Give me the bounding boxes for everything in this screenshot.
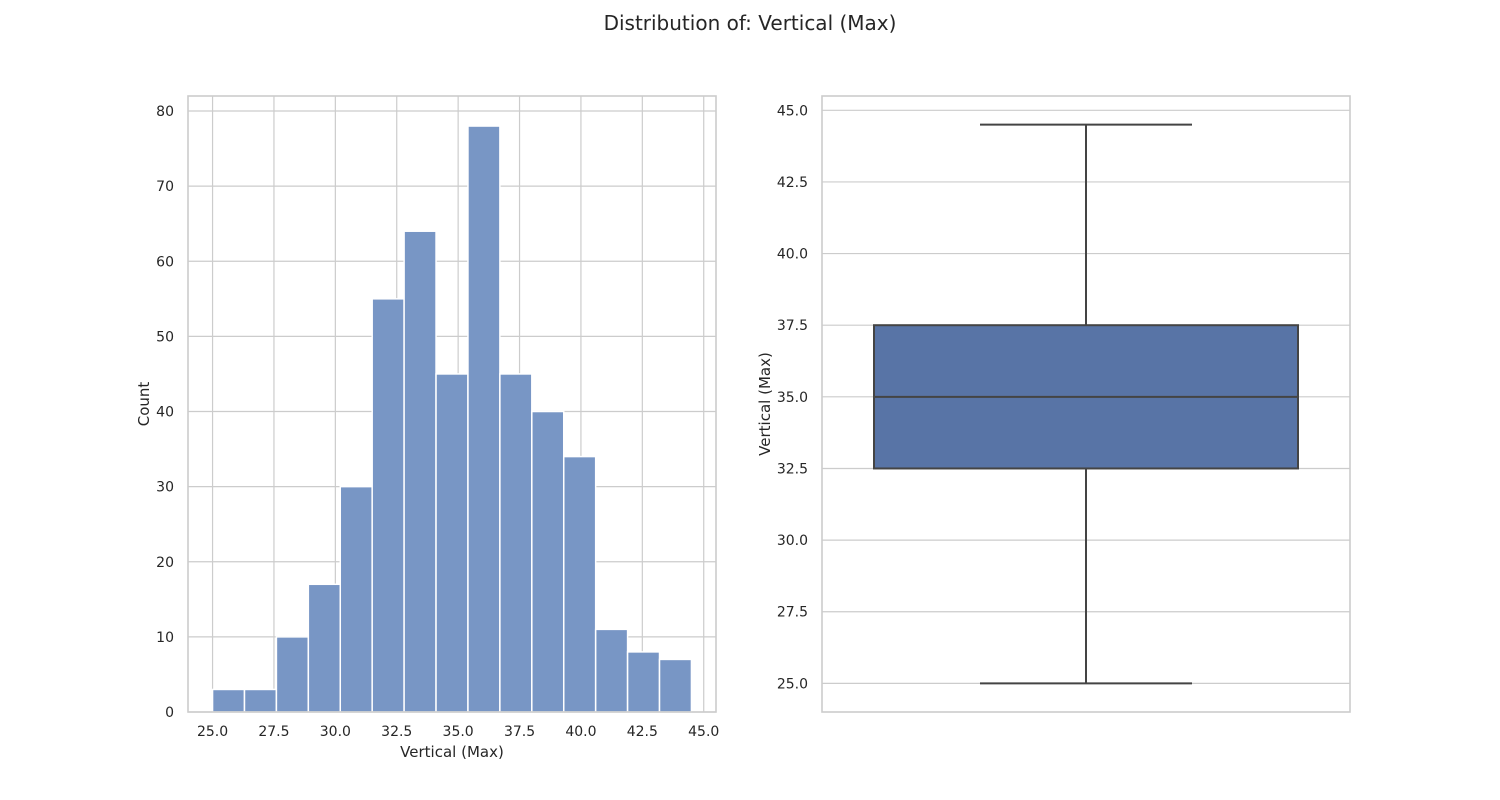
histogram-x-tick-label: 35.0: [443, 724, 474, 740]
boxplot-y-tick-label: 25.0: [777, 676, 808, 692]
histogram-y-axis-label: Count: [135, 382, 153, 427]
histogram-bar: [531, 410, 565, 713]
histogram-x-tick-label: 30.0: [320, 724, 351, 740]
histogram-y-tick-label: 80: [156, 104, 174, 120]
histogram-bar: [403, 230, 437, 713]
histogram-bar: [275, 636, 310, 713]
histogram-bar: [339, 485, 373, 713]
histogram-y-tick-label: 70: [156, 179, 174, 195]
histogram-y-tick-label: 10: [156, 630, 174, 646]
boxplot-y-tick-label: 42.5: [777, 175, 808, 191]
histogram-bar: [371, 298, 405, 713]
boxplot-y-tick-label: 35.0: [777, 390, 808, 406]
histogram-x-tick-label: 40.0: [565, 724, 596, 740]
histogram-bar: [658, 658, 693, 713]
histogram-y-tick-label: 30: [156, 480, 174, 496]
histogram-x-tick-label: 45.0: [688, 724, 719, 740]
boxplot-y-axis-label: Vertical (Max): [756, 352, 774, 456]
histogram-bar: [626, 651, 661, 713]
boxplot-y-tick-label: 27.5: [777, 605, 808, 621]
histogram-y-tick-label: 40: [156, 405, 174, 421]
histogram-axes-frame: [187, 95, 717, 713]
histogram-x-tick-label: 42.5: [627, 724, 658, 740]
histogram-x-axis-label: Vertical (Max): [400, 743, 504, 761]
histogram-bar: [211, 688, 246, 713]
histogram-panel: 25.0 27.5 30.0 32.5 35.0 37.5 40.0 42.5 45.0 0 10 2…: [135, 95, 719, 761]
histogram-bar: [467, 125, 501, 713]
histogram-x-tick-label: 27.5: [258, 724, 289, 740]
histogram-bar: [435, 373, 469, 713]
histogram-bar: [307, 583, 342, 713]
histogram-y-tick-label: 0: [165, 705, 174, 721]
histogram-y-tick-label: 20: [156, 555, 174, 571]
boxplot-panel: 25.0 27.5 30.0 32.5 35.0 37.5 40.0 42.5 45.0 Vert…: [756, 95, 1351, 713]
boxplot-y-tick-label: 30.0: [777, 533, 808, 549]
histogram-bar: [243, 688, 278, 713]
boxplot-y-tick-label: 40.0: [777, 247, 808, 263]
boxplot-axes-frame: [821, 95, 1351, 713]
histogram-x-tick-label: 37.5: [504, 724, 535, 740]
figure-title: Distribution of: Vertical (Max): [603, 11, 897, 35]
histogram-y-tick-label: 60: [156, 254, 174, 270]
boxplot-y-tick-label: 37.5: [777, 318, 808, 334]
histogram-x-tick-label: 32.5: [381, 724, 412, 740]
histogram-y-tick-label: 50: [156, 329, 174, 345]
histogram-bar: [499, 373, 533, 713]
boxplot-y-tick-label: 32.5: [777, 461, 808, 477]
histogram-x-tick-label: 25.0: [197, 724, 228, 740]
boxplot-y-tick-label: 45.0: [777, 103, 808, 119]
histogram-bar: [594, 628, 629, 713]
histogram-bar: [562, 455, 597, 713]
